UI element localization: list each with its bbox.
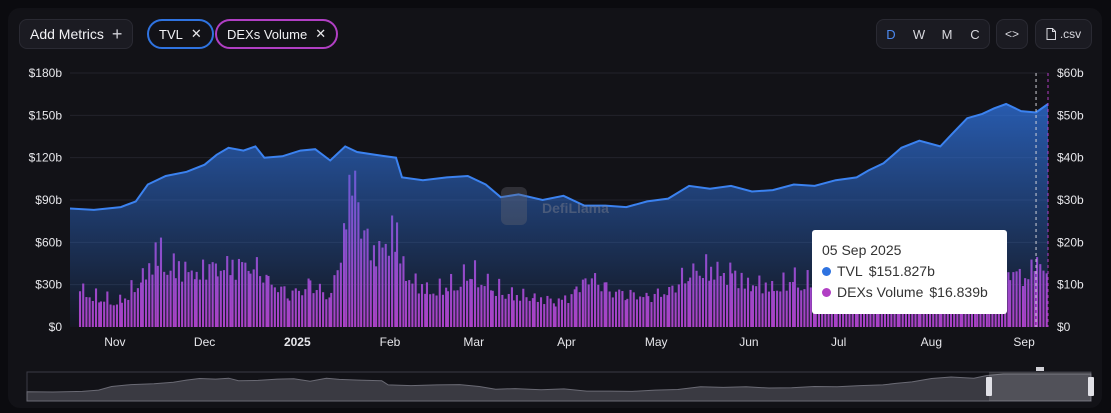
close-icon[interactable]: ✕ [190,26,202,41]
brush-preview [26,373,1092,402]
plus-icon: + [111,24,123,44]
y-tick-label-left: $180b [29,66,63,80]
x-tick-label: Dec [194,335,215,349]
metric-chip-dex-volume-label: DEXs Volume [227,26,308,42]
tooltip-series-tvl: TVL [837,263,863,279]
tvl-line [69,102,1049,211]
tooltip-value-dex-volume: $16.839b [929,284,988,300]
x-tick-label: Sep [1013,335,1035,349]
y-tick-label-right: $50b [1057,108,1084,122]
chart-tooltip: 05 Sep 2025 TVL $151.827b DEXs Volume $1… [812,230,1007,314]
defillama-watermark-icon [501,187,527,225]
tooltip-row-tvl: TVL $151.827b [822,263,997,279]
metric-chip-tvl-label: TVL [159,26,183,42]
range-option-cumulative[interactable]: C [970,26,980,42]
y-tick-label-right: $20b [1057,235,1084,249]
tvl-area [70,104,1048,327]
x-tick-label: May [645,335,668,349]
y-tick-label-left: $150b [29,108,63,122]
range-option-week[interactable]: W [912,26,926,42]
y-tick-label-right: $10b [1057,278,1084,292]
tooltip-value-tvl: $151.827b [868,263,935,279]
toolbar: Add Metrics + TVL ✕ DEXs Volume ✕ D W M … [0,0,1111,60]
code-icon: <> [1004,27,1019,41]
y-tick-label-left: $90b [35,193,62,207]
y-tick-label-left: $60b [35,235,62,249]
metric-chip-dex-volume[interactable]: DEXs Volume ✕ [215,19,339,49]
x-tick-label: Aug [921,335,942,349]
tooltip-series-dex-volume: DEXs Volume [837,284,924,300]
x-tick-label: Mar [463,335,484,349]
x-tick-label: Feb [380,335,401,349]
csv-label: .csv [1059,27,1082,41]
defillama-watermark: DefiLlama [542,200,609,216]
time-range-selector: D W M C [876,19,990,49]
brush-move-handle[interactable] [1036,367,1044,371]
x-tick-label: Apr [557,335,576,349]
file-icon [1046,28,1056,40]
y-tick-label-right: $30b [1057,193,1084,207]
range-option-day[interactable]: D [886,26,896,42]
tvl-dot [822,266,831,276]
tooltip-date: 05 Sep 2025 [822,242,902,258]
y-tick-label-right: $0 [1057,320,1071,334]
y-tick-label-left: $120b [29,151,63,165]
brush-selection[interactable] [989,372,1091,401]
x-tick-label: 2025 [284,335,311,349]
x-tick-label: Jun [739,335,758,349]
y-tick-label-left: $0 [49,320,63,334]
tooltip-row-dex-volume: DEXs Volume $16.839b [822,284,997,300]
y-tick-label-left: $30b [35,278,62,292]
y-tick-label-right: $40b [1057,151,1084,165]
metric-chip-tvl[interactable]: TVL ✕ [147,19,214,49]
y-tick-label-right: $60b [1057,66,1084,80]
range-option-month[interactable]: M [941,26,953,42]
dex-volume-dot [822,287,831,297]
brush-handle-right[interactable] [1088,377,1094,396]
x-tick-label: Jul [831,335,846,349]
csv-download-button[interactable]: .csv [1035,19,1092,49]
x-tick-label: Nov [104,335,125,349]
brush-handle-left[interactable] [986,377,992,396]
add-metrics-label: Add Metrics [30,26,104,42]
close-icon[interactable]: ✕ [315,26,327,41]
embed-button[interactable]: <> [996,19,1028,49]
add-metrics-button[interactable]: Add Metrics + [19,19,134,49]
